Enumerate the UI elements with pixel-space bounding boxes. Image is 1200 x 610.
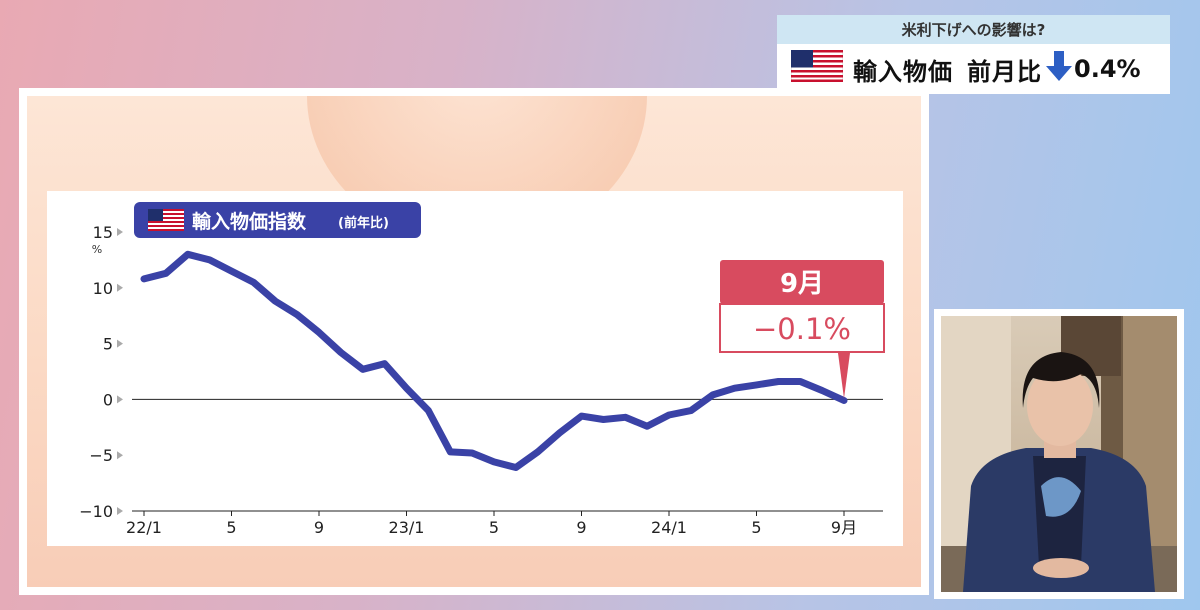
y-tick-label: 0	[103, 390, 113, 409]
y-axis-unit: %	[92, 243, 102, 256]
y-tick-marker	[117, 283, 123, 292]
x-axis: 22/1 5 9 23/1 5 9 24/1 5 9月	[126, 510, 883, 537]
y-axis: 15 10 5 0 −5 −10	[79, 223, 123, 521]
x-tick-label: 22/1	[126, 518, 162, 537]
caption-value: 0.4%	[1074, 55, 1141, 83]
badge-flag-icon	[148, 209, 184, 231]
caption-main-row: 輸入物価 前月比 0.4%	[777, 44, 1170, 94]
chart-panel: 輸入物価指数 (前年比) % 15 10 5 0 −5 −10 22/1 5 9 23/1 5 9 2…	[47, 191, 903, 546]
chart-title-suffix: (前年比)	[338, 215, 389, 231]
callout-period: 9月	[780, 269, 824, 299]
down-arrow-icon	[1046, 51, 1072, 87]
presenter-window	[934, 309, 1184, 599]
y-tick-label: −10	[79, 502, 113, 521]
y-tick-marker	[117, 451, 123, 460]
x-tick-label: 9月	[831, 518, 857, 537]
caption-subtitle: 米利下げへの影響は?	[777, 15, 1170, 44]
presenter-figure	[941, 316, 1177, 592]
caption-title: 輸入物価	[853, 57, 953, 86]
y-tick-label: 10	[93, 279, 113, 298]
y-tick-marker	[117, 507, 123, 515]
x-tick-label: 9	[576, 518, 586, 537]
y-tick-label: 5	[103, 335, 113, 354]
x-tick-label: 9	[314, 518, 324, 537]
x-tick-label: 5	[751, 518, 761, 537]
series-line	[140, 250, 848, 471]
callout-pointer	[838, 353, 850, 399]
us-flag-icon	[790, 49, 844, 88]
x-tick-label: 5	[226, 518, 236, 537]
headline-caption: 米利下げへの影響は? 輸入物価 前月比	[777, 15, 1170, 94]
callout-body	[719, 303, 885, 353]
chart-title-badge: 輸入物価指数 (前年比)	[134, 202, 421, 238]
y-tick-label: −5	[89, 446, 113, 465]
x-tick-label: 5	[489, 518, 499, 537]
callout-value: −0.1%	[753, 312, 851, 346]
caption-label: 前月比	[967, 57, 1042, 86]
y-tick-label: 15	[93, 223, 113, 242]
y-tick-marker	[117, 395, 123, 404]
x-tick-label: 24/1	[651, 518, 687, 537]
y-tick-marker	[117, 228, 123, 236]
board-background: 輸入物価指数 (前年比) % 15 10 5 0 −5 −10 22/1 5 9 23/1 5 9 2…	[27, 96, 921, 587]
presenter-video	[941, 316, 1177, 592]
chart-board: 輸入物価指数 (前年比) % 15 10 5 0 −5 −10 22/1 5 9 23/1 5 9 2…	[19, 88, 929, 595]
y-tick-marker	[117, 339, 123, 348]
x-tick-label: 23/1	[389, 518, 425, 537]
callout-header	[720, 260, 884, 304]
chart-title: 輸入物価指数	[192, 210, 307, 233]
latest-value-callout: 9月 −0.1%	[719, 260, 885, 399]
